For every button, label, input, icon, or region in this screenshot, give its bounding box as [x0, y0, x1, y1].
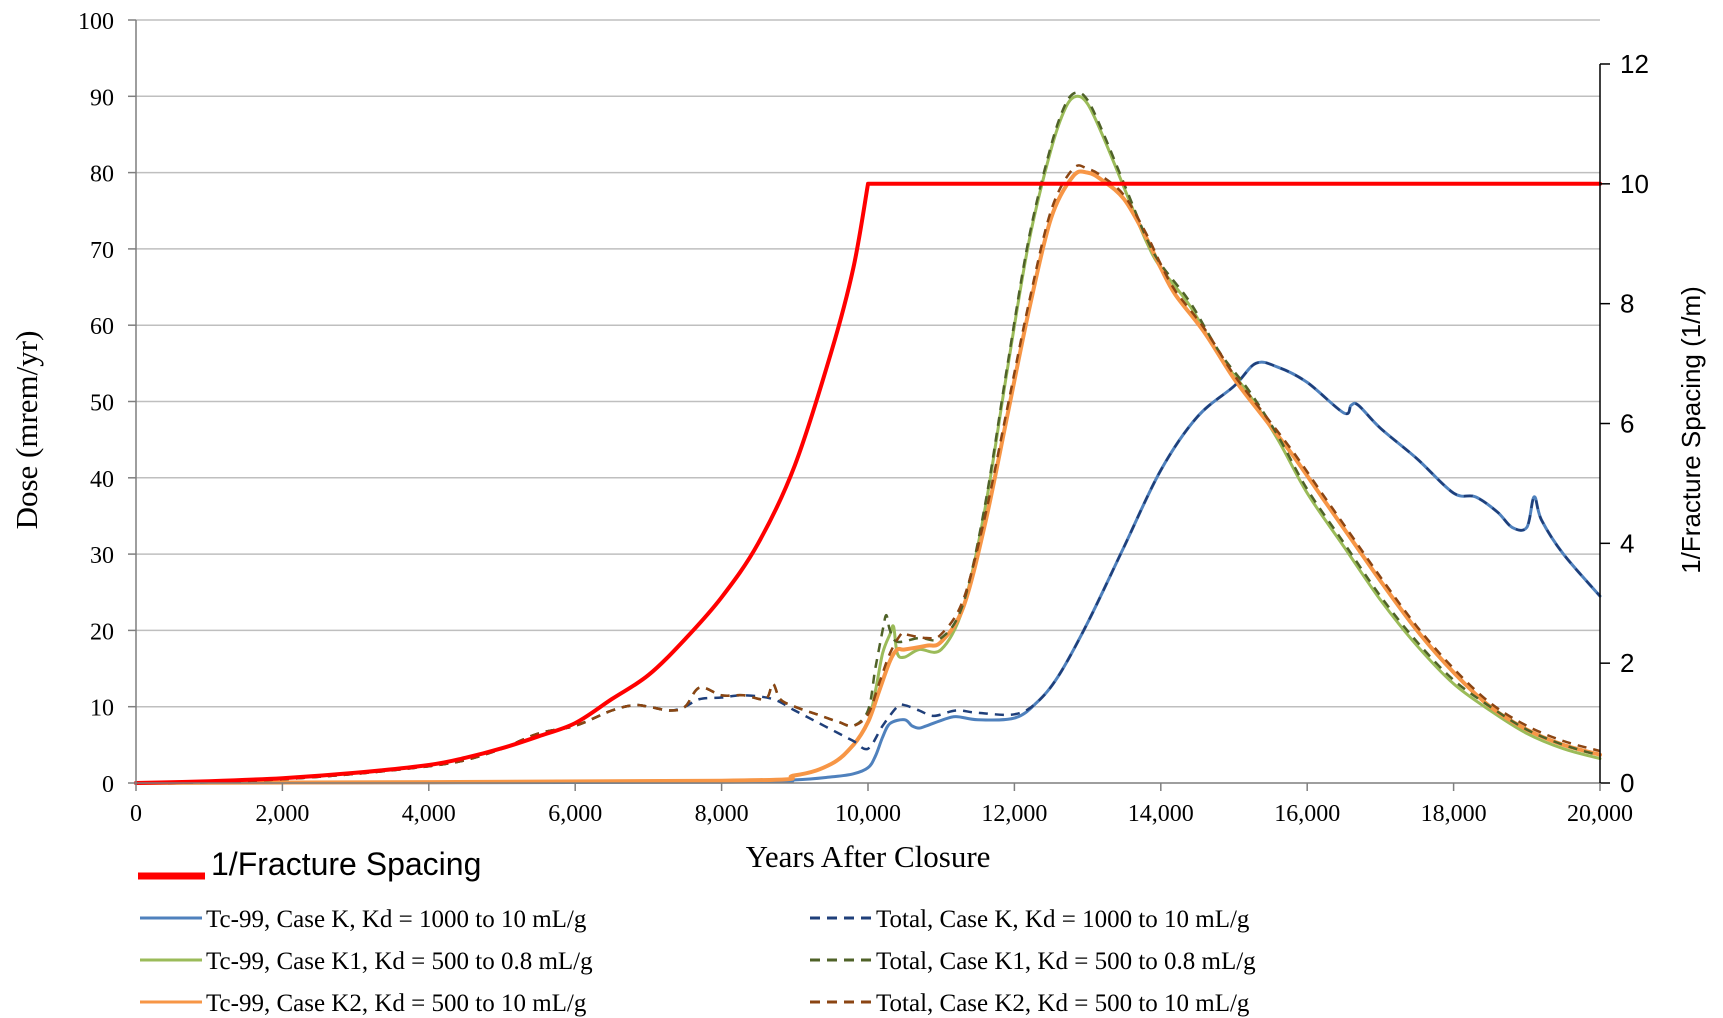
series-line-3	[134, 169, 1602, 785]
x-tick-label: 16,000	[1274, 801, 1340, 827]
legend-label-1: Total, Case K, Kd = 1000 to 10 mL/g	[876, 906, 1250, 933]
y-tick-label-left: 20	[90, 619, 114, 645]
series-line-0	[134, 181, 1602, 785]
y-tick-label-right: 12	[1620, 49, 1649, 79]
y-tick-label-right: 6	[1620, 409, 1634, 439]
x-tick-label: 0	[130, 801, 142, 827]
y-tick-label-left: 40	[90, 467, 114, 493]
x-tick-label: 18,000	[1421, 801, 1487, 827]
y-tick-label-left: 0	[102, 772, 114, 798]
x-tick-label: 8,000	[695, 801, 749, 827]
series-line-1	[134, 360, 1602, 785]
legend: 1/Fracture Spacing Tc-99, Case K, Kd = 1…	[138, 846, 1256, 1017]
series-line-4	[135, 360, 1601, 785]
x-axis-label: Years After Closure	[746, 839, 991, 874]
x-tick-label: 4,000	[402, 801, 456, 827]
series-line-6	[135, 164, 1601, 785]
y-axis-label-right: 1/Fracture Spacing (1/m)	[1676, 286, 1706, 574]
y-tick-label-right: 8	[1620, 289, 1634, 319]
y-tick-label-left: 30	[90, 543, 114, 569]
legend-label-3: Total, Case K1, Kd = 500 to 0.8 mL/g	[876, 948, 1256, 975]
y-tick-label-left: 100	[78, 9, 114, 35]
y-axis-label-left: Dose (mrem/yr)	[9, 331, 44, 530]
y-tick-label-right: 0	[1620, 768, 1634, 798]
x-tick-label: 14,000	[1128, 801, 1194, 827]
legend-label-5: Total, Case K2, Kd = 500 to 10 mL/g	[876, 990, 1250, 1017]
series-line-5	[135, 91, 1601, 785]
y-tick-label-left: 80	[90, 162, 114, 188]
legend-label-0: Tc-99, Case K, Kd = 1000 to 10 mL/g	[206, 906, 587, 933]
y-tick-label-left: 10	[90, 696, 114, 722]
y-tick-label-left: 70	[90, 238, 114, 264]
x-tick-label: 20,000	[1567, 801, 1633, 827]
y-tick-label-left: 60	[90, 314, 114, 340]
plot-series	[134, 91, 1602, 785]
series-line-2	[134, 94, 1602, 785]
x-tick-label: 12,000	[981, 801, 1047, 827]
legend-label-fracture-spacing: 1/Fracture Spacing	[211, 846, 481, 882]
y-tick-label-right: 10	[1620, 169, 1649, 199]
axes	[128, 19, 1610, 791]
x-tick-label: 10,000	[835, 801, 901, 827]
y-tick-label-left: 50	[90, 391, 114, 417]
y-tick-label-right: 2	[1620, 648, 1634, 678]
gridlines	[136, 19, 1600, 708]
legend-label-4: Tc-99, Case K2, Kd = 500 to 10 mL/g	[206, 990, 587, 1017]
x-tick-label: 2,000	[255, 801, 309, 827]
x-tick-label: 6,000	[548, 801, 602, 827]
legend-label-2: Tc-99, Case K1, Kd = 500 to 0.8 mL/g	[206, 948, 593, 975]
tick-labels: 0 10 20 30 40 50 60 70 80 90 100 0 2 4 6 8 10 12 0 2,000 4,0…	[78, 9, 1649, 827]
y-tick-label-right: 4	[1620, 528, 1634, 558]
y-tick-label-left: 90	[90, 85, 114, 111]
